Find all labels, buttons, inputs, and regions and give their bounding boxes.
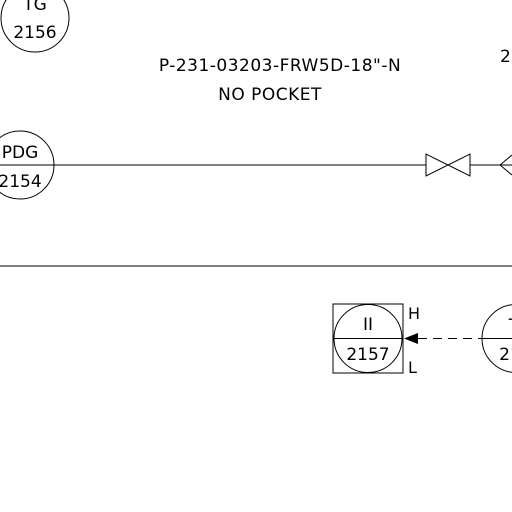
partial-label-top-right: 2 — [500, 47, 511, 67]
instrument-partial-right[interactable]: T 21 — [481, 304, 512, 373]
instrument-tag-tg: TG — [22, 0, 47, 15]
instrument-number-pdg: 2154 — [0, 172, 42, 192]
instrument-pdg-2154[interactable]: PDG 2154 — [0, 130, 55, 200]
high-label: H — [408, 304, 420, 323]
instrument-bubble-tg — [0, 0, 70, 53]
signal-arrowhead-icon — [404, 333, 418, 344]
valve-left-triangle — [425, 153, 450, 177]
instrument-tag-ii: II — [363, 315, 373, 335]
instrument-number-partial: 21 — [499, 345, 512, 365]
no-pocket-note: NO POCKET — [218, 85, 322, 105]
instrument-ii-2157[interactable]: II 2157 — [332, 303, 404, 374]
gate-valve-icon[interactable] — [425, 153, 471, 177]
instrument-tag-pdg: PDG — [2, 143, 39, 163]
line-number-label: P-231-03203-FRW5D-18"-N — [159, 56, 401, 76]
low-label: L — [408, 358, 417, 377]
flow-arrow-icon — [499, 154, 512, 176]
valve-right-triangle — [446, 153, 471, 177]
instrument-tag-partial: T — [508, 316, 512, 336]
instrument-number-ii: 2157 — [346, 345, 389, 365]
instrument-tg-2156[interactable]: TG 2156 — [0, 0, 70, 53]
instrument-number-tg: 2156 — [13, 23, 56, 43]
